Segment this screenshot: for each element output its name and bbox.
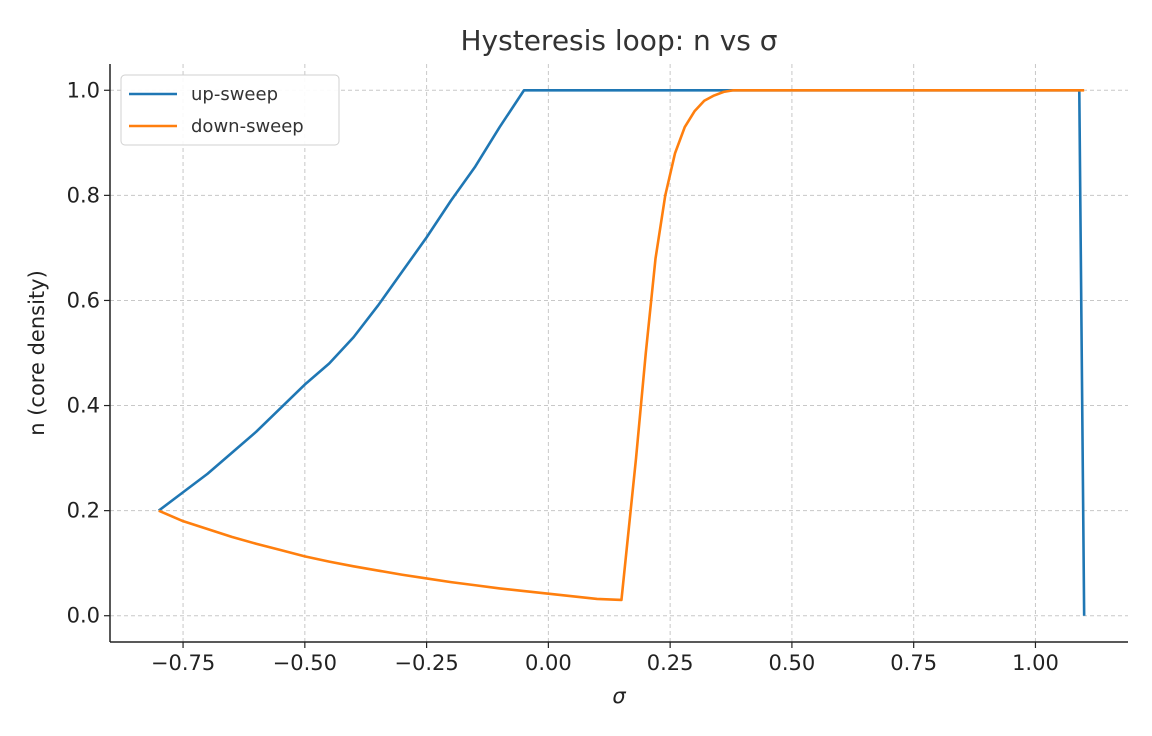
y-axis-label: n (core density) [25,270,49,436]
legend-box [120,74,340,146]
chart-title: Hysteresis loop: n vs σ [461,24,778,57]
legend-label-down-sweep: down-sweep [191,116,304,137]
series-line-up-sweep [157,88,1086,616]
x-tick-label: 1.00 [1012,651,1059,675]
legend-label-up-sweep: up-sweep [191,84,278,105]
x-tick-label: 0.00 [525,651,572,675]
x-tick-label: 0.25 [647,651,694,675]
y-tick-label: 0.8 [67,183,100,207]
x-tick-label: 0.50 [769,651,816,675]
y-tick-label: 0.0 [67,604,100,628]
grid-lines [110,64,1128,642]
y-tick-label: 1.0 [67,78,100,102]
x-tick-label: −0.50 [273,651,337,675]
axes [109,64,1128,643]
series-layer [157,88,1086,616]
y-tick-label: 0.4 [67,394,100,418]
y-tick-label: 0.2 [67,499,100,523]
x-ticks: −0.75 −0.50 −0.25 0.00 0.25 0.50 0.75 1.00 [151,642,1059,675]
x-axis-label: σ [612,684,626,708]
x-tick-label: −0.25 [394,651,458,675]
x-tick-label: −0.75 [151,651,215,675]
y-ticks: 0.0 0.2 0.4 0.6 0.8 1.0 [67,78,110,628]
series-line-down-sweep [158,88,1085,602]
x-tick-label: 0.75 [890,651,937,675]
legend: up-sweep down-sweep [120,74,340,146]
y-tick-label: 0.6 [67,288,100,312]
